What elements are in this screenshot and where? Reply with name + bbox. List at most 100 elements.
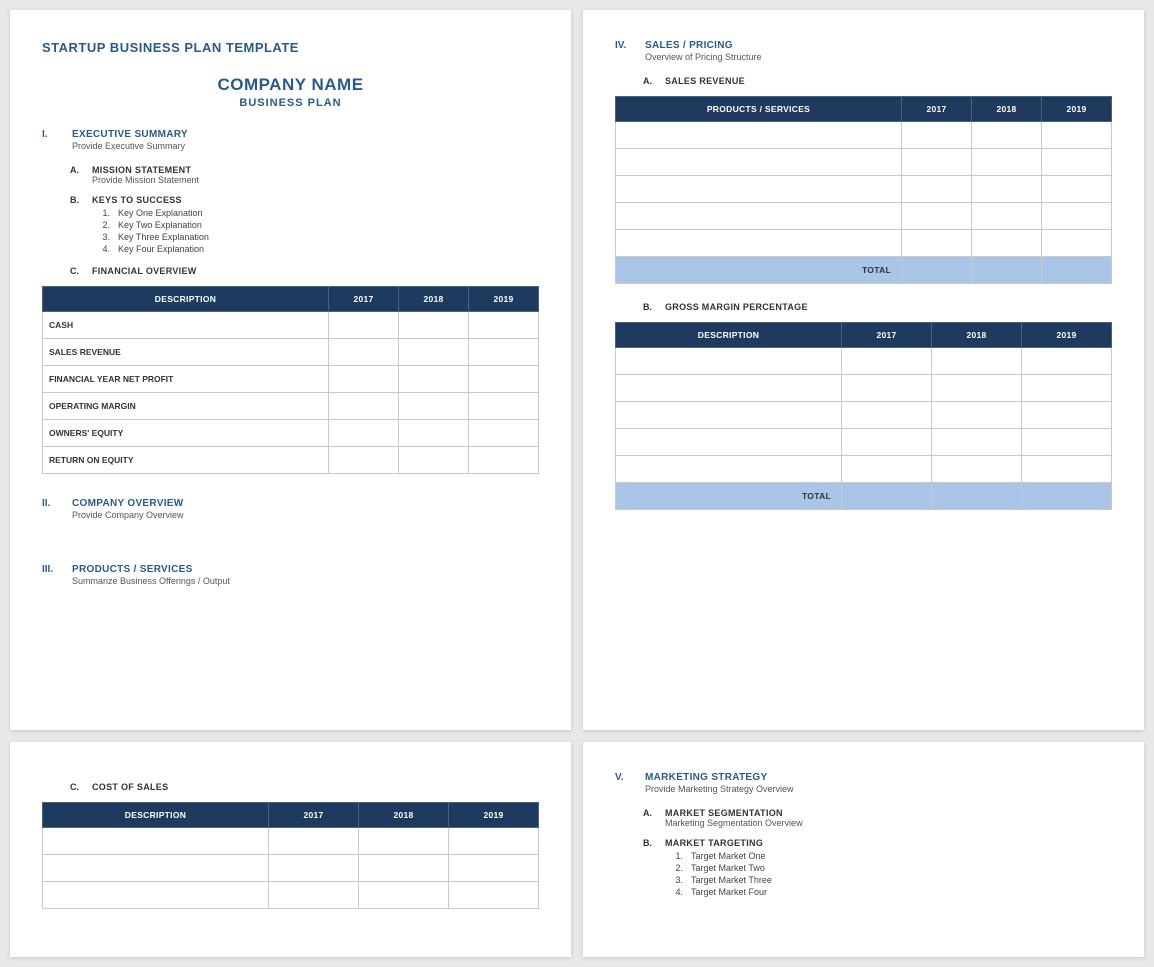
table-cell bbox=[842, 348, 932, 375]
list-item-text: Key One Explanation bbox=[118, 207, 203, 219]
section-roman: III. bbox=[42, 564, 66, 575]
table-row: OPERATING MARGIN bbox=[43, 392, 539, 419]
sub-1b: B. KEYS TO SUCCESS bbox=[70, 195, 539, 205]
sub-1a: A. MISSION STATEMENT bbox=[70, 165, 539, 175]
table-row: SALES REVENUE bbox=[43, 338, 539, 365]
section-1: I. EXECUTIVE SUMMARY bbox=[42, 129, 539, 140]
sub-title: SALES REVENUE bbox=[665, 76, 745, 86]
table-row bbox=[43, 828, 539, 855]
table-cell bbox=[616, 203, 902, 230]
table-header: 2017 bbox=[902, 97, 972, 122]
table-cell bbox=[902, 257, 972, 284]
table-row bbox=[43, 855, 539, 882]
table-row bbox=[616, 230, 1112, 257]
row-label: FINANCIAL YEAR NET PROFIT bbox=[43, 365, 329, 392]
list-item-number: 1. bbox=[669, 850, 683, 862]
sub-4a: A. SALES REVENUE bbox=[643, 76, 1112, 86]
table-cell bbox=[449, 882, 539, 909]
list-item: 3.Target Market Three bbox=[669, 874, 1112, 886]
keys-list: 1.Key One Explanation2.Key Two Explanati… bbox=[96, 207, 539, 256]
table-row bbox=[616, 456, 1112, 483]
sub-1c: C. FINANCIAL OVERVIEW bbox=[70, 266, 539, 276]
list-item: 4.Key Four Explanation bbox=[96, 243, 539, 255]
table-cell bbox=[399, 338, 469, 365]
page-2: IV. SALES / PRICING Overview of Pricing … bbox=[583, 10, 1144, 730]
section-desc: Provide Company Overview bbox=[72, 510, 539, 520]
table-cell bbox=[616, 230, 902, 257]
page-grid: STARTUP BUSINESS PLAN TEMPLATE COMPANY N… bbox=[10, 10, 1144, 957]
sub-letter: C. bbox=[70, 266, 84, 276]
table-total-row: TOTAL bbox=[616, 483, 1112, 510]
row-label: RETURN ON EQUITY bbox=[43, 446, 329, 473]
table-cell bbox=[616, 149, 902, 176]
list-item-number: 2. bbox=[96, 219, 110, 231]
table-cell bbox=[329, 446, 399, 473]
table-header: 2018 bbox=[972, 97, 1042, 122]
table-cell bbox=[1022, 483, 1112, 510]
sub-5a: A. MARKET SEGMENTATION bbox=[643, 808, 1112, 818]
table-cell bbox=[842, 429, 932, 456]
section-desc: Provide Marketing Strategy Overview bbox=[645, 784, 1112, 794]
table-cell bbox=[1042, 230, 1112, 257]
table-cell bbox=[1022, 429, 1112, 456]
sub-title: KEYS TO SUCCESS bbox=[92, 195, 182, 205]
table-cell bbox=[902, 122, 972, 149]
table-header: 2019 bbox=[1042, 97, 1112, 122]
table-header: PRODUCTS / SERVICES bbox=[616, 97, 902, 122]
table-cell bbox=[269, 828, 359, 855]
table-cell bbox=[616, 429, 842, 456]
table-cell bbox=[43, 855, 269, 882]
section-title: EXECUTIVE SUMMARY bbox=[72, 129, 188, 140]
table-cell bbox=[1042, 176, 1112, 203]
table-row bbox=[616, 203, 1112, 230]
list-item-text: Target Market Three bbox=[691, 874, 772, 886]
table-cell bbox=[932, 429, 1022, 456]
table-cell bbox=[972, 203, 1042, 230]
table-row bbox=[43, 882, 539, 909]
cost-of-sales-table: DESCRIPTION201720182019 bbox=[42, 802, 539, 909]
table-cell bbox=[932, 483, 1022, 510]
section-desc: Overview of Pricing Structure bbox=[645, 52, 1112, 62]
template-title: STARTUP BUSINESS PLAN TEMPLATE bbox=[42, 40, 539, 55]
list-item-number: 1. bbox=[96, 207, 110, 219]
table-cell bbox=[449, 828, 539, 855]
list-item-text: Key Four Explanation bbox=[118, 243, 204, 255]
table-cell bbox=[902, 149, 972, 176]
table-cell bbox=[842, 456, 932, 483]
table-cell bbox=[399, 365, 469, 392]
table-cell bbox=[1022, 456, 1112, 483]
gross-margin-table: DESCRIPTION201720182019TOTAL bbox=[615, 322, 1112, 510]
sub-letter: A. bbox=[70, 165, 84, 175]
section-roman: IV. bbox=[615, 40, 639, 51]
table-cell bbox=[972, 149, 1042, 176]
table-cell bbox=[359, 855, 449, 882]
table-header: 2018 bbox=[399, 286, 469, 311]
table-header: DESCRIPTION bbox=[43, 803, 269, 828]
table-header: 2019 bbox=[469, 286, 539, 311]
list-item-text: Target Market Four bbox=[691, 886, 767, 898]
sub-letter: C. bbox=[70, 782, 84, 792]
sub-title: MARKET TARGETING bbox=[665, 838, 763, 848]
table-row bbox=[616, 402, 1112, 429]
table-cell bbox=[329, 365, 399, 392]
sub-title: MARKET SEGMENTATION bbox=[665, 808, 783, 818]
sub-letter: B. bbox=[70, 195, 84, 205]
table-row: FINANCIAL YEAR NET PROFIT bbox=[43, 365, 539, 392]
sub-4b: B. GROSS MARGIN PERCENTAGE bbox=[643, 302, 1112, 312]
section-4: IV. SALES / PRICING bbox=[615, 40, 1112, 51]
table-cell bbox=[932, 456, 1022, 483]
sales-revenue-table: PRODUCTS / SERVICES201720182019TOTAL bbox=[615, 96, 1112, 284]
table-cell bbox=[399, 446, 469, 473]
table-cell bbox=[1022, 375, 1112, 402]
list-item-number: 2. bbox=[669, 862, 683, 874]
section-roman: V. bbox=[615, 772, 639, 783]
table-cell bbox=[469, 338, 539, 365]
table-row bbox=[616, 176, 1112, 203]
table-row: CASH bbox=[43, 311, 539, 338]
table-cell bbox=[399, 392, 469, 419]
row-label: OWNERS' EQUITY bbox=[43, 419, 329, 446]
row-label: OPERATING MARGIN bbox=[43, 392, 329, 419]
company-name: COMPANY NAME bbox=[42, 75, 539, 95]
section-title: PRODUCTS / SERVICES bbox=[72, 564, 193, 575]
table-header: 2019 bbox=[449, 803, 539, 828]
